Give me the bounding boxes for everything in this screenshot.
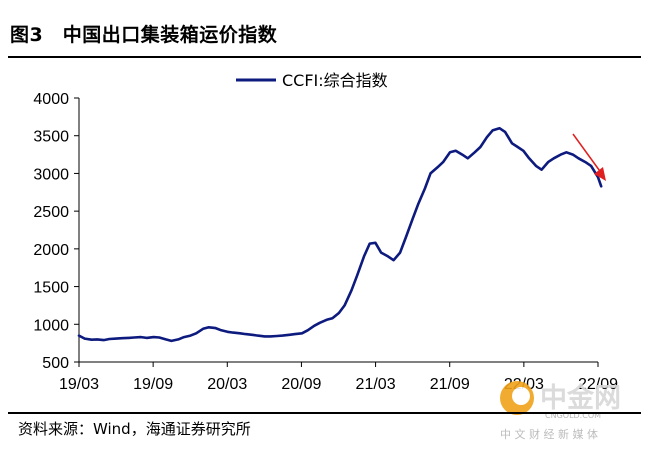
x-tick-label: 20/09 (281, 376, 321, 393)
y-tick-label: 1500 (33, 280, 69, 297)
y-tick-label: 1000 (33, 317, 69, 334)
watermark-name: 中金网 (540, 382, 621, 414)
y-tick-label: 500 (42, 355, 69, 372)
y-tick-label: 2500 (33, 204, 69, 221)
bottom-rule (8, 412, 641, 414)
watermark-domain: CNGOLD.COM (545, 411, 601, 420)
source-note: 资料来源：Wind，海通证券研究所 (18, 420, 251, 438)
watermark-logo-inner-icon (512, 387, 530, 405)
y-tick-label: 4000 (33, 91, 69, 108)
x-tick-label: 22/09 (578, 376, 618, 393)
top-rule (8, 56, 641, 58)
watermark: 中金网 CNGOLD.COM 中 文 财 经 新 媒 体 (500, 381, 621, 441)
watermark-tagline: 中 文 财 经 新 媒 体 (500, 427, 598, 441)
y-tick-label: 3000 (33, 166, 69, 183)
x-tick-label: 21/09 (430, 376, 470, 393)
x-tick-label: 19/03 (59, 376, 99, 393)
series-group (77, 126, 603, 343)
x-tick-label: 19/09 (133, 376, 173, 393)
trend-arrow-shaft (572, 133, 603, 175)
y-axis: 500 1000 1500 2000 2500 3000 3500 4000 (33, 91, 80, 372)
trend-arrow (572, 133, 606, 181)
legend-label: CCFI:综合指数 (282, 71, 388, 90)
y-tick-label: 2000 (33, 242, 69, 259)
figure-header: 图3 中国出口集装箱运价指数 (0, 0, 654, 54)
series-line-ccfi (77, 126, 603, 343)
trend-arrow-head (594, 167, 606, 181)
x-tick-label: 20/03 (207, 376, 247, 393)
x-tick-label: 21/03 (356, 376, 396, 393)
y-tick-label: 3500 (33, 129, 69, 146)
figure-title: 图3 中国出口集装箱运价指数 (10, 24, 278, 46)
chart-legend: CCFI:综合指数 (236, 71, 388, 90)
